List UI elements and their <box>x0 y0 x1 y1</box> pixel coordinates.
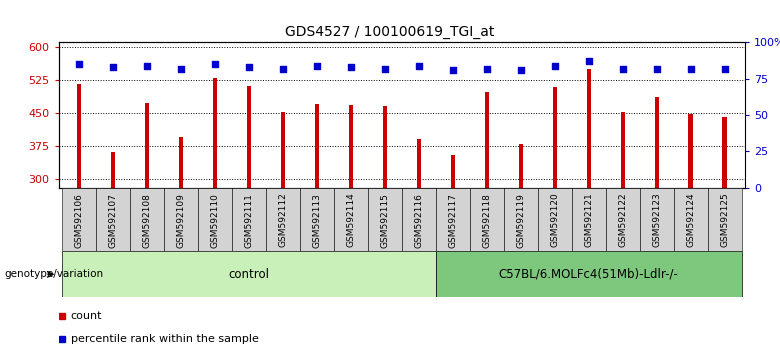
Bar <box>417 139 420 188</box>
Bar <box>707 188 742 251</box>
Text: GSM592111: GSM592111 <box>244 193 254 247</box>
Point <box>684 66 697 72</box>
Bar <box>674 188 707 251</box>
Point <box>140 63 153 69</box>
Bar <box>198 188 232 251</box>
Text: count: count <box>70 311 102 321</box>
Bar <box>504 188 537 251</box>
Text: GSM592117: GSM592117 <box>448 193 457 247</box>
Point <box>548 63 561 69</box>
Text: GSM592114: GSM592114 <box>346 193 355 247</box>
Text: GSM592122: GSM592122 <box>618 193 627 247</box>
Bar <box>62 188 96 251</box>
Point <box>345 64 357 70</box>
Text: GSM592113: GSM592113 <box>312 193 321 247</box>
Point <box>583 58 595 64</box>
Point <box>73 62 85 67</box>
Bar <box>621 112 625 188</box>
Bar <box>232 188 266 251</box>
Point <box>413 63 425 69</box>
Text: GSM592121: GSM592121 <box>584 193 593 247</box>
Text: GSM592108: GSM592108 <box>142 193 151 247</box>
Text: C57BL/6.MOLFc4(51Mb)-Ldlr-/-: C57BL/6.MOLFc4(51Mb)-Ldlr-/- <box>498 268 679 281</box>
Bar <box>281 112 285 188</box>
Bar <box>605 188 640 251</box>
Point <box>651 66 663 72</box>
Bar <box>537 188 572 251</box>
Bar <box>145 103 149 188</box>
Text: GSM592120: GSM592120 <box>550 193 559 247</box>
Point <box>175 66 187 72</box>
Point <box>310 63 323 69</box>
Text: GSM592106: GSM592106 <box>74 193 83 247</box>
Bar <box>334 188 367 251</box>
Text: GSM592118: GSM592118 <box>482 193 491 247</box>
Text: GSM592110: GSM592110 <box>211 193 219 247</box>
Bar <box>552 87 557 188</box>
Bar <box>164 188 198 251</box>
Text: GSM592109: GSM592109 <box>176 193 186 247</box>
Text: genotype/variation: genotype/variation <box>4 269 103 279</box>
Point <box>616 66 629 72</box>
Bar <box>436 188 470 251</box>
Bar <box>451 155 455 188</box>
Point <box>446 67 459 73</box>
Bar <box>367 188 402 251</box>
Bar <box>179 137 183 188</box>
Bar <box>111 153 115 188</box>
Text: GSM592125: GSM592125 <box>720 193 729 247</box>
Text: GSM592124: GSM592124 <box>686 193 695 247</box>
Text: GSM592116: GSM592116 <box>414 193 424 247</box>
Point <box>514 67 526 73</box>
Text: GSM592112: GSM592112 <box>278 193 287 247</box>
Bar <box>436 251 742 297</box>
Bar <box>96 188 129 251</box>
Text: GDS4527 / 100100619_TGI_at: GDS4527 / 100100619_TGI_at <box>285 25 495 39</box>
Bar <box>519 144 523 188</box>
Bar <box>654 97 658 188</box>
Bar <box>77 84 81 188</box>
Text: GSM592119: GSM592119 <box>516 193 525 247</box>
Bar <box>470 188 504 251</box>
Point <box>243 64 255 70</box>
Bar <box>300 188 334 251</box>
Text: GSM592115: GSM592115 <box>380 193 389 247</box>
Point <box>277 66 289 72</box>
Text: percentile rank within the sample: percentile rank within the sample <box>70 334 258 344</box>
Point <box>480 66 493 72</box>
Bar <box>484 92 489 188</box>
Bar <box>246 86 251 188</box>
Bar <box>587 69 590 188</box>
Text: GSM592123: GSM592123 <box>652 193 661 247</box>
Bar <box>722 117 726 188</box>
Text: GSM592107: GSM592107 <box>108 193 117 247</box>
Bar <box>349 105 353 188</box>
Bar <box>266 188 300 251</box>
Point <box>718 66 731 72</box>
Bar <box>640 188 674 251</box>
Bar <box>383 106 387 188</box>
Bar <box>402 188 436 251</box>
Bar <box>129 188 164 251</box>
Bar <box>314 104 319 188</box>
Text: control: control <box>229 268 269 281</box>
Bar <box>62 251 436 297</box>
Bar <box>572 188 605 251</box>
Point <box>378 66 391 72</box>
Bar <box>213 78 217 188</box>
Point <box>208 62 221 67</box>
Point <box>107 64 119 70</box>
Bar <box>689 114 693 188</box>
